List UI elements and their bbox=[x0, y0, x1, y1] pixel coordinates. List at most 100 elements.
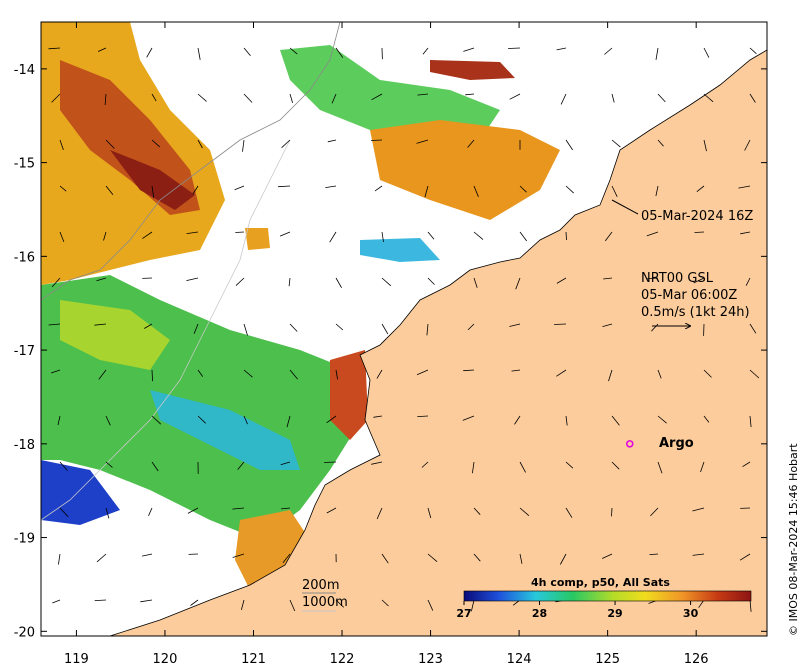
sst-southwest-lime bbox=[60, 300, 170, 370]
current-vector bbox=[602, 323, 613, 327]
current-vector bbox=[281, 507, 291, 510]
current-vector bbox=[519, 185, 527, 193]
y-tick-label: -19 bbox=[14, 532, 35, 547]
current-vector bbox=[289, 369, 298, 380]
current-vector bbox=[279, 231, 291, 237]
current-vector bbox=[565, 231, 567, 241]
current-vector bbox=[749, 47, 757, 54]
current-vector bbox=[565, 415, 568, 426]
current-vector bbox=[151, 139, 161, 148]
x-tick-label: 120 bbox=[153, 652, 178, 667]
sst-cyan-band bbox=[150, 390, 300, 470]
current-vector bbox=[749, 599, 752, 612]
current-vector bbox=[650, 507, 659, 517]
current-vector bbox=[327, 139, 337, 143]
current-vector bbox=[427, 553, 438, 563]
current-vector bbox=[649, 553, 659, 555]
current-vector bbox=[603, 277, 613, 280]
current-vector bbox=[144, 323, 153, 329]
current-vector bbox=[335, 599, 344, 608]
current-vector bbox=[511, 369, 521, 372]
current-vector bbox=[749, 369, 760, 379]
current-vector bbox=[151, 93, 157, 102]
current-vector bbox=[335, 277, 342, 288]
current-vector bbox=[381, 231, 384, 243]
current-vector bbox=[59, 461, 68, 471]
colorbar-tick-label: 30 bbox=[683, 607, 699, 620]
colorbar-tick-label: 29 bbox=[607, 607, 622, 620]
sst-central-patch bbox=[360, 238, 440, 262]
timestamp-label: 05-Mar-2024 16Z bbox=[641, 209, 753, 224]
current-vector bbox=[657, 139, 664, 147]
current-vector bbox=[142, 231, 153, 239]
current-vector bbox=[696, 185, 705, 193]
current-vector bbox=[48, 47, 61, 50]
current-vector bbox=[289, 323, 298, 332]
current-vector bbox=[646, 277, 659, 280]
x-tick-label: 119 bbox=[64, 652, 89, 667]
current-vector bbox=[51, 93, 61, 103]
current-vector bbox=[105, 139, 115, 149]
land-mass bbox=[109, 22, 767, 636]
current-vector bbox=[565, 461, 574, 469]
current-vector bbox=[427, 231, 435, 240]
current-vector bbox=[381, 599, 389, 607]
current-vector bbox=[515, 277, 521, 290]
current-vector bbox=[237, 461, 245, 470]
current-scale-label: 0.5m/s (1kt 24h) bbox=[641, 305, 750, 320]
current-vector bbox=[192, 185, 199, 195]
current-vector bbox=[48, 323, 61, 326]
current-vector bbox=[467, 323, 475, 331]
y-tick-label: -20 bbox=[14, 625, 35, 640]
current-vector bbox=[703, 47, 710, 58]
current-vector bbox=[371, 139, 383, 141]
current-vector bbox=[703, 139, 707, 152]
current-vector bbox=[197, 369, 204, 377]
current-vector bbox=[376, 507, 383, 520]
current-vector bbox=[326, 415, 337, 424]
current-vector bbox=[692, 507, 705, 512]
current-vector bbox=[514, 415, 521, 425]
current-vector bbox=[278, 185, 291, 188]
current-vector bbox=[426, 323, 429, 336]
current-vector bbox=[424, 185, 429, 198]
current-vector bbox=[58, 553, 61, 565]
current-vector bbox=[50, 369, 61, 374]
current-vector bbox=[146, 47, 153, 58]
current-vector bbox=[381, 323, 389, 335]
current-vector bbox=[94, 599, 107, 601]
x-tick-label: 126 bbox=[684, 652, 709, 667]
current-vector bbox=[739, 553, 751, 561]
current-vector bbox=[657, 461, 663, 474]
credit-text: © IMOS 08-Mar-2024 15:46 Hobart bbox=[787, 443, 800, 636]
current-vector bbox=[556, 47, 567, 51]
current-vector bbox=[186, 277, 199, 281]
current-vector bbox=[554, 323, 567, 325]
current-vector bbox=[243, 93, 253, 103]
current-vector bbox=[371, 93, 383, 101]
current-vector bbox=[280, 461, 291, 466]
current-vector bbox=[376, 369, 383, 379]
current-vector bbox=[331, 93, 337, 104]
current-vector bbox=[232, 553, 245, 558]
x-tick-label: 122 bbox=[330, 652, 355, 667]
current-vector bbox=[197, 415, 206, 424]
current-vector bbox=[151, 369, 153, 382]
contour-200m bbox=[41, 22, 341, 301]
current-vector bbox=[98, 369, 107, 380]
current-vector bbox=[749, 93, 756, 103]
current-vector bbox=[197, 93, 207, 102]
current-vector bbox=[703, 93, 714, 103]
current-vector bbox=[417, 415, 429, 417]
current-vector bbox=[427, 507, 432, 519]
current-vector bbox=[740, 231, 751, 235]
current-vector bbox=[197, 139, 203, 149]
current-vector bbox=[335, 369, 338, 380]
current-vector bbox=[151, 461, 159, 472]
current-vector bbox=[608, 369, 613, 382]
argo-label: Argo bbox=[659, 436, 694, 451]
current-vector bbox=[97, 47, 107, 52]
current-vector bbox=[142, 553, 153, 557]
sst-small-orange bbox=[245, 228, 270, 250]
current-vector bbox=[509, 93, 521, 100]
